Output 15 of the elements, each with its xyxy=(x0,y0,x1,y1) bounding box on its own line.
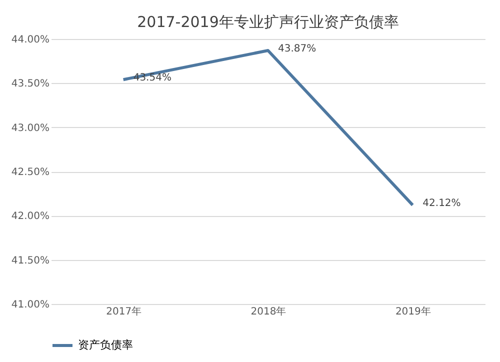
x-tick-label: 2017年 xyxy=(106,306,142,318)
chart-title: 2017-2019年专业扩声行业资产负债率 xyxy=(137,13,399,31)
y-tick-label: 43.50% xyxy=(11,78,50,90)
y-tick-label: 42.50% xyxy=(11,167,50,178)
y-tick-label: 43.00% xyxy=(11,122,50,134)
y-tick-label: 42.00% xyxy=(11,211,50,222)
data-label: 42.12% xyxy=(422,198,461,210)
legend-label: 资产负债率 xyxy=(78,338,133,352)
x-tick-label: 2019年 xyxy=(395,306,431,318)
data-label: 43.87% xyxy=(278,43,316,54)
x-tick-label: 2018年 xyxy=(250,306,286,318)
data-label: 43.54% xyxy=(133,72,172,84)
y-tick-label: 41.00% xyxy=(11,300,50,310)
y-tick-label: 41.50% xyxy=(11,255,50,266)
y-tick-label: 44.00% xyxy=(11,34,50,46)
